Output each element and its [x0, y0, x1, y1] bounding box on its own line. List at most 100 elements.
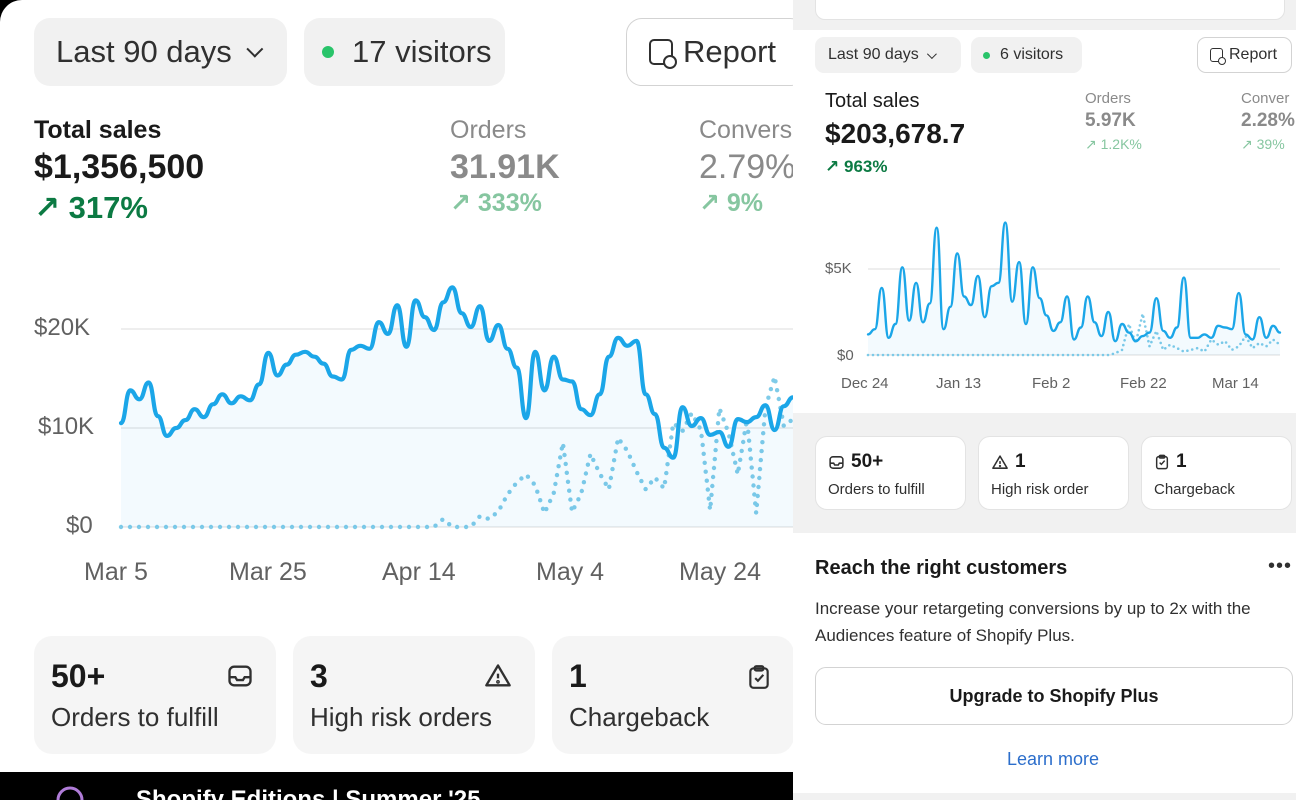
comparison-point [667, 444, 673, 449]
comparison-point [761, 431, 766, 436]
comparison-point [961, 353, 965, 357]
comparison-point [911, 353, 915, 357]
comparison-point [1181, 349, 1184, 353]
conversion-change: ↗ 39% [1241, 136, 1285, 152]
editions-banner[interactable]: Shopify Editions | Summer '25 [0, 772, 793, 800]
comparison-point [712, 456, 717, 462]
comparison-point [447, 522, 452, 527]
tile-label: Orders to fulfill [51, 702, 219, 732]
right-panel: Last 90 days 6 visitors Report Total sal… [793, 0, 1296, 800]
date-range-selector[interactable]: Last 90 days [34, 18, 287, 86]
live-visitors-badge[interactable]: 6 visitors [971, 37, 1082, 73]
clipboard-check-icon [1155, 454, 1169, 470]
comparison-point [535, 489, 540, 494]
comparison-point [1138, 324, 1142, 327]
comparison-point [702, 460, 707, 465]
comparison-point [1137, 328, 1141, 332]
x-tick-label: Dec 24 [841, 375, 889, 392]
comparison-point [1195, 346, 1199, 350]
live-visitors-badge[interactable]: 17 visitors [304, 18, 505, 86]
orders-to-fulfill-tile[interactable]: 50+ Orders to fulfill [34, 636, 276, 754]
comparison-point [724, 425, 729, 430]
comparison-point [746, 438, 752, 443]
comparison-point [334, 524, 340, 530]
comparison-point [540, 506, 546, 511]
comparison-point [1122, 343, 1125, 347]
comparison-point [1096, 353, 1100, 357]
date-range-selector[interactable]: Last 90 days [815, 37, 961, 73]
comparison-point [758, 457, 763, 463]
comparison-point [697, 425, 702, 430]
comparison-point [607, 484, 612, 489]
comparison-point [492, 512, 497, 517]
chargeback-tile[interactable]: 1 Chargeback [1141, 436, 1292, 510]
comparison-point [397, 524, 403, 530]
arrow-up-right-icon: ↗ [699, 189, 720, 217]
total-sales-label: Total sales [825, 90, 920, 112]
comparison-point [581, 480, 587, 485]
high-risk-order-tile[interactable]: 1 High risk order [978, 436, 1129, 510]
comparison-point [664, 470, 669, 476]
upgrade-button[interactable]: Upgrade to Shopify Plus [815, 667, 1293, 725]
comparison-point [572, 505, 577, 510]
report-button[interactable]: Report [1197, 37, 1292, 73]
comparison-point [608, 475, 614, 481]
alert-triangle-icon [485, 664, 511, 687]
comparison-point [1101, 353, 1105, 357]
comparison-point [262, 524, 268, 530]
comparison-point [715, 421, 721, 426]
report-button[interactable]: Report [626, 18, 793, 86]
comparison-point [1156, 332, 1159, 335]
comparison-point [733, 460, 738, 465]
comparison-point [424, 524, 430, 530]
y-tick-label: $0 [66, 512, 93, 539]
comparison-point [1106, 353, 1110, 357]
comparison-point [881, 353, 885, 357]
comparison-point [711, 465, 717, 471]
inbox-icon [228, 665, 252, 687]
tile-label: Orders to fulfill [828, 481, 925, 498]
comparison-point [660, 484, 665, 489]
orders-value: 5.97K [1085, 110, 1136, 131]
tile-value: 3 [310, 658, 328, 694]
analytics-card: Last 90 days 17 visitors Report Total sa… [0, 0, 793, 772]
left-panel: Last 90 days 17 visitors Report Total sa… [0, 0, 793, 800]
comparison-point [1056, 353, 1060, 357]
series-line [866, 221, 1282, 343]
comparison-point [567, 488, 572, 493]
high-risk-orders-tile[interactable]: 3 High risk orders [293, 636, 535, 754]
comparison-point [579, 488, 584, 494]
comparison-point [253, 524, 259, 530]
comparison-point [713, 447, 718, 453]
orders-label: Orders [450, 116, 527, 144]
arrow-up-right-icon: ↗ [1241, 136, 1253, 152]
comparison-point [739, 448, 744, 454]
conversion-label: Convers [699, 116, 793, 144]
arrow-up-right-icon: ↗ [825, 157, 840, 176]
comparison-point [199, 524, 205, 530]
more-options-icon[interactable]: ••• [1268, 555, 1293, 577]
comparison-point [648, 480, 654, 485]
comparison-point [752, 492, 757, 497]
comparison-point [1164, 347, 1167, 350]
comparison-point [1239, 342, 1242, 346]
promo-title: Reach the right customers [815, 557, 1068, 579]
comparison-point [502, 497, 507, 502]
comparison-point [538, 498, 543, 503]
learn-more-link[interactable]: Learn more [1006, 749, 1100, 769]
comparison-point [731, 451, 736, 457]
comparison-point [1186, 349, 1189, 353]
comparison-point [946, 353, 950, 357]
chargeback-tile[interactable]: 1 Chargeback [552, 636, 793, 754]
comparison-point [226, 524, 232, 530]
orders-to-fulfill-tile[interactable]: 50+ Orders to fulfill [815, 436, 966, 510]
comparison-point [654, 477, 659, 482]
orders-change: ↗ 333% [450, 189, 542, 217]
comparison-point [996, 353, 1000, 357]
total-sales-value: $203,678.7 [825, 118, 966, 149]
tile-value: 1 [1154, 451, 1187, 473]
comparison-point [1148, 344, 1151, 348]
comparison-point [1144, 325, 1147, 328]
comparison-point [1066, 353, 1070, 357]
comparison-point [631, 462, 636, 468]
